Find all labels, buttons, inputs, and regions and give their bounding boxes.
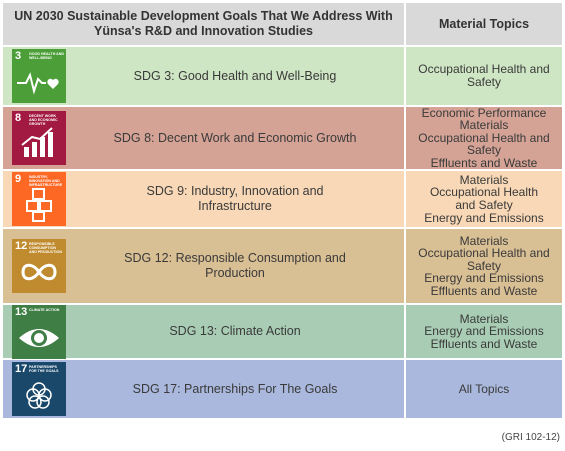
cubes-icon: [26, 188, 52, 222]
material-topics-cell: Materials Occupational Health and Safety En…: [406, 171, 562, 227]
sdg-cell: 13 Climate action SDG 13: Climate Action: [3, 304, 406, 359]
sdg-icon-caption: Industry, innovation and infrastructure: [29, 175, 63, 188]
table-row: 12 Responsible consumption and productio…: [3, 229, 562, 305]
sdg-13-icon: 13 Climate action: [12, 304, 66, 359]
sdg-number: 17: [15, 363, 28, 375]
sdg-label-line1: SDG 8: Decent Work and Economic Growth: [113, 130, 357, 145]
sdg-9-icon: 9 Industry, innovation and infrastructur…: [12, 172, 66, 226]
sdg-icon-caption: Responsible consumption and production: [29, 242, 62, 255]
sdg-label: SDG 12: Responsible Consumption and Produ…: [66, 251, 404, 281]
sdg-17-icon: 17 Partnerships for the goals: [12, 362, 66, 416]
material-topic: Effluents and Waste: [430, 283, 538, 298]
sdg-label-line2: Production: [205, 266, 265, 280]
sdg-label-line1: SDG 12: Responsible Consumption and: [124, 251, 346, 265]
material-topics-cell: Economic Performance Materials Occupationa…: [406, 105, 562, 170]
material-topic: Effluents and Waste: [430, 336, 538, 351]
sdg-icon-caption: Good health and well-being: [29, 52, 64, 61]
material-topic: and Safety: [455, 198, 513, 212]
sdg-label-line1: SDG 17: Partnerships For The Goals: [132, 381, 338, 396]
sdg-label: SDG 13: Climate Action: [66, 324, 404, 339]
sdg-number: 3: [15, 50, 22, 62]
sdg-icon-caption: Climate action: [29, 307, 60, 312]
table-body: 3 Good health and well-being SDG 3: Good…: [3, 47, 562, 420]
material-topic: Materials: [459, 118, 509, 133]
material-topics-cell: Occupational Health and Safety: [406, 47, 562, 105]
sdg-cell: 3 Good health and well-being SDG 3: Good…: [3, 47, 406, 105]
sdg-cell: 9 Industry, innovation and infrastructur…: [3, 171, 406, 227]
sdg-label: SDG 8: Decent Work and Economic Growth: [66, 131, 404, 146]
material-topic: Materials: [459, 172, 509, 187]
material-topic: Safety: [466, 258, 502, 273]
table-row: 17 Partnerships for the goals SDG 17: Pa…: [3, 360, 562, 420]
sdg-number: 8: [15, 112, 22, 124]
sdg-3-icon: 3 Good health and well-being: [12, 49, 66, 103]
material-topic: Safety: [466, 75, 502, 89]
sdg-12-icon: 12 Responsible consumption and productio…: [12, 239, 66, 293]
table-row: 13 Climate action SDG 13: Climate Action…: [3, 304, 562, 360]
eye-globe-icon: [19, 328, 59, 347]
material-topic: Materials: [459, 233, 509, 248]
material-topic: Safety: [466, 143, 502, 158]
sdg-label-line1: SDG 13: Climate Action: [169, 324, 301, 338]
sdg-label-line1: SDG 9: Industry, Innovation and: [146, 184, 324, 198]
material-topic: Economic Performance: [421, 105, 547, 120]
header-sdg-line2: Yünsa's R&D and Innovation Studies: [94, 24, 313, 38]
heartbeat-icon: [17, 72, 59, 95]
sdg-icon-caption: Partnerships for the goals: [29, 365, 59, 374]
material-topic: All Topics: [458, 381, 510, 396]
sdg-label-line1: SDG 3: Good Health and Well-Being: [133, 68, 337, 83]
material-topic: Occupational Health: [429, 185, 539, 200]
sdg-label: SDG 3: Good Health and Well-Being: [66, 69, 404, 84]
material-topics-cell: Materials Energy and Emissions Effluents a…: [406, 305, 562, 358]
header-sdg: UN 2030 Sustainable Development Goals Th…: [3, 3, 406, 45]
sdg-number: 9: [15, 173, 22, 185]
material-topic: Occupational Health and: [418, 130, 550, 145]
material-topic: Effluents and Waste: [430, 155, 538, 170]
gri-reference: (GRI 102-12): [501, 432, 560, 443]
material-topics-cell: All Topics: [406, 360, 562, 418]
sdg-cell: 12 Responsible consumption and productio…: [3, 229, 406, 303]
material-topic: Energy and Emissions: [424, 210, 544, 225]
flower-rings-icon: [26, 382, 52, 409]
sdg-cell: 17 Partnerships for the goals SDG 17: Pa…: [3, 360, 406, 418]
sdg-icon-caption: Decent work and economic growth: [29, 114, 58, 127]
sdg-8-icon: 8 Decent work and economic growth: [12, 111, 66, 165]
sdg-table: UN 2030 Sustainable Development Goals Th…: [3, 3, 562, 420]
sdg-label: SDG 17: Partnerships For The Goals: [66, 382, 404, 397]
sdg-label: SDG 9: Industry, Innovation and Infrastru…: [66, 184, 404, 214]
material-topic: Energy and Emissions: [424, 271, 544, 286]
table-row: 3 Good health and well-being SDG 3: Good…: [3, 47, 562, 107]
material-topic: Materials: [459, 311, 509, 326]
sdg-label-line2: Infrastructure: [198, 199, 272, 213]
table-header: UN 2030 Sustainable Development Goals Th…: [3, 3, 562, 47]
header-topics: Material Topics: [438, 17, 530, 31]
material-topic: Energy and Emissions: [424, 324, 544, 339]
material-topic: Occupational Health and: [418, 246, 550, 261]
growth-chart-icon: [21, 127, 53, 157]
sdg-number: 12: [15, 240, 28, 252]
sdg-cell: 8 Decent work and economic growth SDG 8:…: [3, 107, 406, 169]
material-topic: Occupational Health and: [418, 62, 550, 77]
infinity-icon: [21, 263, 57, 281]
header-sdg-line1: UN 2030 Sustainable Development Goals Th…: [14, 9, 393, 23]
table-row: 8 Decent work and economic growth SDG 8:…: [3, 105, 562, 171]
table-row: 9 Industry, innovation and infrastructur…: [3, 171, 562, 229]
sdg-number: 13: [15, 305, 28, 318]
material-topics-cell: Materials Occupational Health and Safety En…: [406, 229, 562, 303]
